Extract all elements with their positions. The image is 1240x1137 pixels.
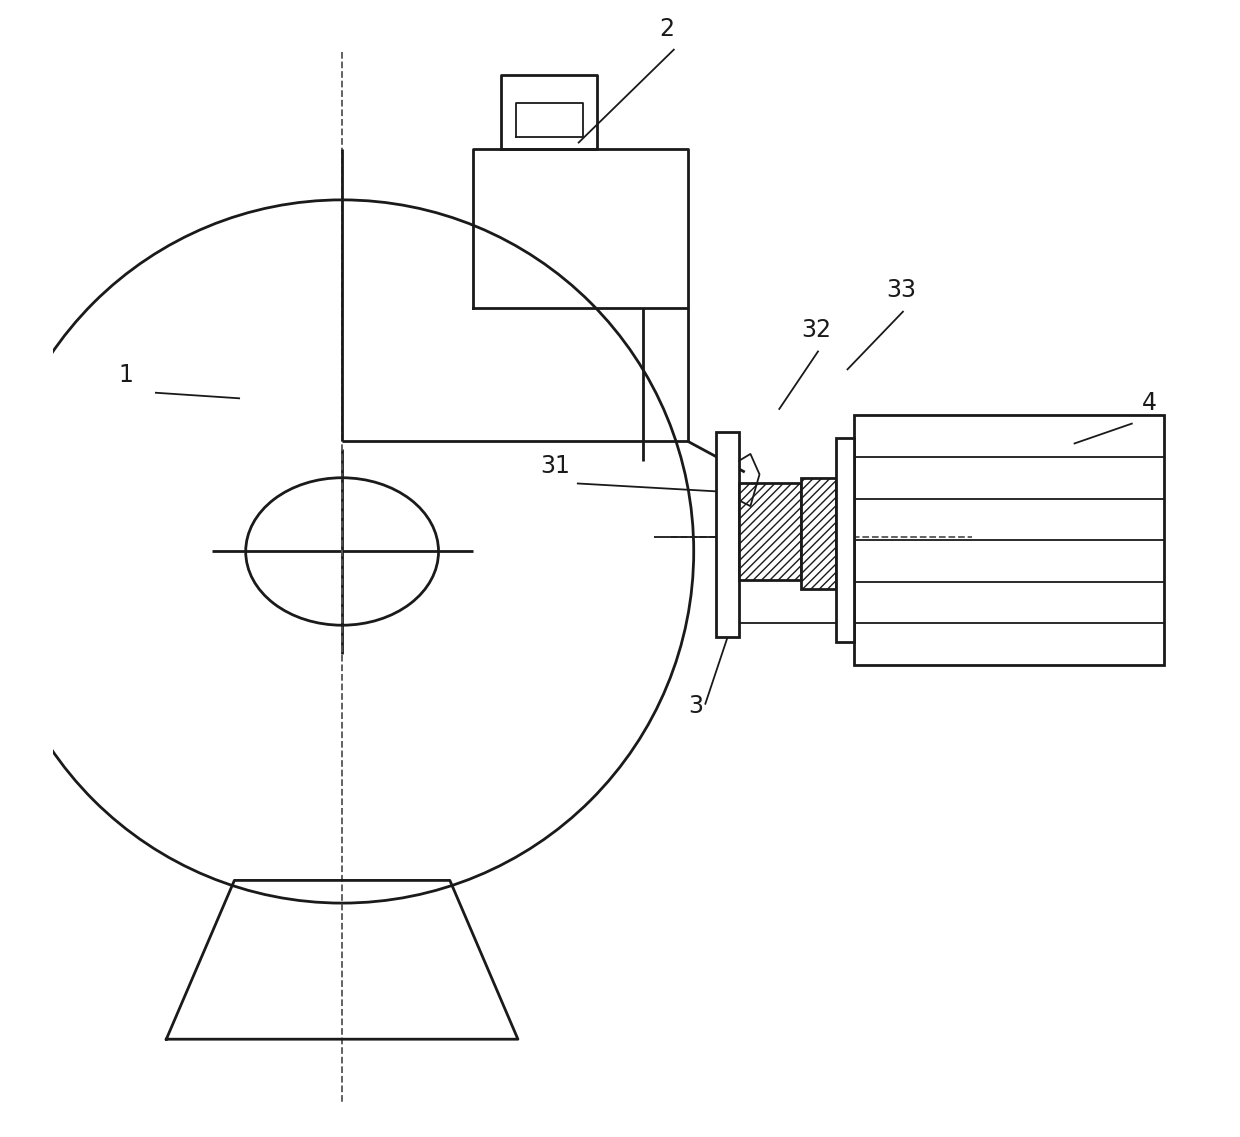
Text: 2: 2 — [660, 17, 675, 41]
Bar — [739, 483, 801, 580]
Bar — [853, 415, 1164, 665]
Text: 33: 33 — [887, 277, 916, 302]
Bar — [801, 478, 836, 589]
Text: 4: 4 — [1142, 391, 1157, 415]
Text: 31: 31 — [541, 454, 570, 478]
Text: 1: 1 — [119, 363, 134, 387]
Bar — [717, 432, 739, 637]
Text: 3: 3 — [688, 695, 703, 719]
Text: 32: 32 — [801, 317, 832, 341]
Bar — [836, 438, 853, 642]
